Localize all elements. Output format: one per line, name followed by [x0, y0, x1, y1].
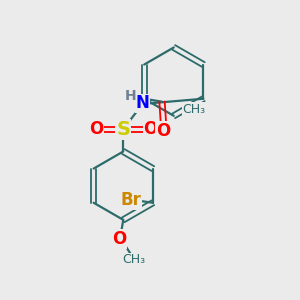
Text: O: O	[156, 122, 170, 140]
Text: Br: Br	[121, 191, 142, 209]
Text: S: S	[116, 120, 130, 139]
Text: N: N	[136, 94, 149, 112]
Text: O: O	[112, 230, 126, 248]
Text: H: H	[124, 88, 136, 103]
Text: O: O	[143, 120, 158, 138]
Text: CH₃: CH₃	[182, 103, 205, 116]
Text: CH₃: CH₃	[122, 253, 145, 266]
Text: O: O	[89, 120, 103, 138]
